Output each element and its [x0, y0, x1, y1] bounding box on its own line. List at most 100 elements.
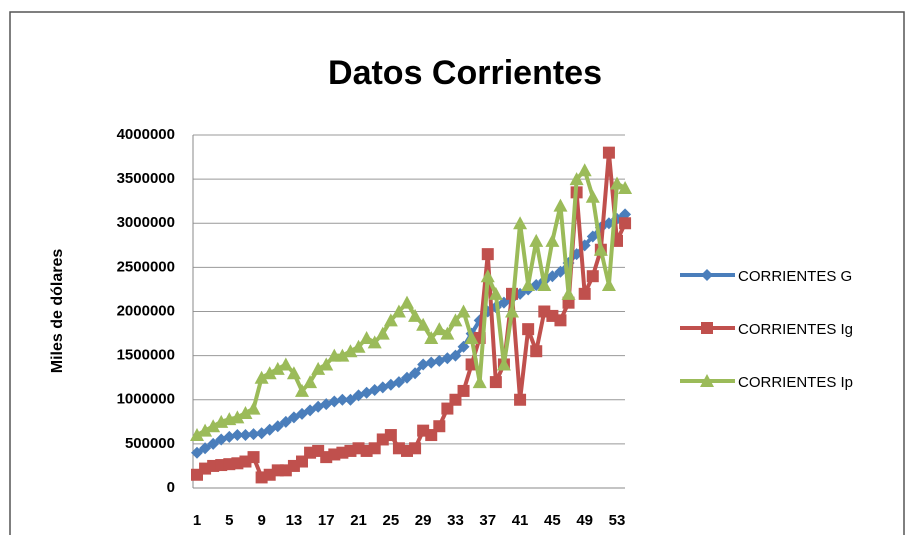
- point: [328, 395, 341, 408]
- point: [449, 349, 462, 362]
- point: [440, 326, 455, 340]
- point: [271, 420, 284, 433]
- point: [505, 304, 519, 318]
- legend-marker: [701, 269, 713, 281]
- point: [247, 428, 260, 441]
- y-axis-title: Miles de dólares: [49, 249, 66, 374]
- x-tick-label: 37: [479, 512, 496, 529]
- point: [303, 375, 318, 389]
- point: [530, 345, 543, 358]
- chart-title: Datos Corrientes: [328, 54, 602, 92]
- x-tick-label: 5: [225, 512, 233, 529]
- y-tick-label: 3000000: [117, 214, 175, 231]
- point: [206, 419, 221, 433]
- legend-label: CORRIENTES Ig: [738, 321, 853, 338]
- point: [247, 451, 260, 464]
- point: [464, 330, 479, 344]
- x-tick-label: 45: [544, 512, 561, 529]
- series: [190, 163, 633, 442]
- point: [578, 287, 591, 300]
- point: [513, 216, 528, 230]
- y-tick-label: 1000000: [117, 391, 175, 408]
- point: [335, 348, 350, 362]
- point: [408, 308, 423, 322]
- point: [514, 393, 527, 406]
- point: [569, 172, 584, 186]
- x-tick-label: 13: [286, 512, 303, 529]
- point: [392, 376, 405, 389]
- point: [416, 317, 431, 331]
- y-tick-label: 2500000: [117, 258, 175, 275]
- point: [409, 442, 422, 455]
- point: [344, 393, 357, 406]
- y-tick-label: 3500000: [117, 170, 175, 187]
- point: [481, 248, 494, 261]
- x-tick-label: 49: [576, 512, 593, 529]
- point: [488, 286, 503, 300]
- point: [230, 410, 245, 424]
- point: [246, 401, 261, 415]
- point: [351, 339, 366, 353]
- point: [417, 358, 430, 371]
- series: [191, 146, 632, 484]
- point: [489, 376, 502, 389]
- point: [190, 428, 204, 442]
- point: [391, 304, 406, 318]
- point: [456, 304, 471, 318]
- point: [207, 437, 220, 450]
- chart-frame: [9, 11, 905, 535]
- x-tick-label: 1: [193, 512, 201, 529]
- point: [375, 326, 390, 340]
- point: [401, 371, 413, 384]
- point: [238, 405, 253, 419]
- point: [522, 323, 535, 336]
- point: [223, 430, 236, 443]
- point: [545, 233, 560, 247]
- point: [537, 278, 552, 292]
- point: [311, 361, 326, 375]
- point: [336, 393, 349, 406]
- point: [231, 429, 244, 442]
- point: [610, 176, 624, 190]
- point: [586, 230, 599, 243]
- point: [199, 442, 212, 455]
- point: [529, 233, 544, 247]
- point: [383, 313, 398, 327]
- point: [424, 330, 439, 344]
- y-tick-label: 1500000: [117, 347, 175, 364]
- point: [409, 367, 422, 380]
- point: [239, 429, 252, 442]
- point: [561, 286, 576, 300]
- x-tick-label: 41: [512, 512, 529, 529]
- legend-marker: [701, 322, 713, 334]
- point: [384, 429, 397, 442]
- x-tick-label: 21: [350, 512, 367, 529]
- y-tick-label: 4000000: [117, 126, 175, 143]
- point: [198, 423, 213, 437]
- x-tick-label: 33: [447, 512, 464, 529]
- point: [367, 335, 382, 349]
- point: [586, 270, 599, 283]
- point: [472, 375, 487, 389]
- point: [400, 295, 414, 309]
- legend-label: CORRIENTES G: [738, 268, 852, 285]
- point: [295, 383, 309, 397]
- point: [602, 146, 615, 159]
- point: [554, 314, 567, 327]
- point: [546, 270, 559, 283]
- x-tick-label: 25: [383, 512, 400, 529]
- point: [191, 446, 203, 459]
- point: [577, 163, 592, 177]
- x-tick-label: 29: [415, 512, 432, 529]
- point: [496, 357, 511, 371]
- point: [619, 217, 632, 230]
- x-tick-label: 53: [609, 512, 626, 529]
- legend-marker: [700, 374, 714, 387]
- point: [425, 356, 438, 369]
- point: [593, 242, 608, 256]
- point: [521, 278, 536, 292]
- point: [262, 366, 277, 380]
- point: [457, 384, 470, 397]
- point: [480, 269, 495, 283]
